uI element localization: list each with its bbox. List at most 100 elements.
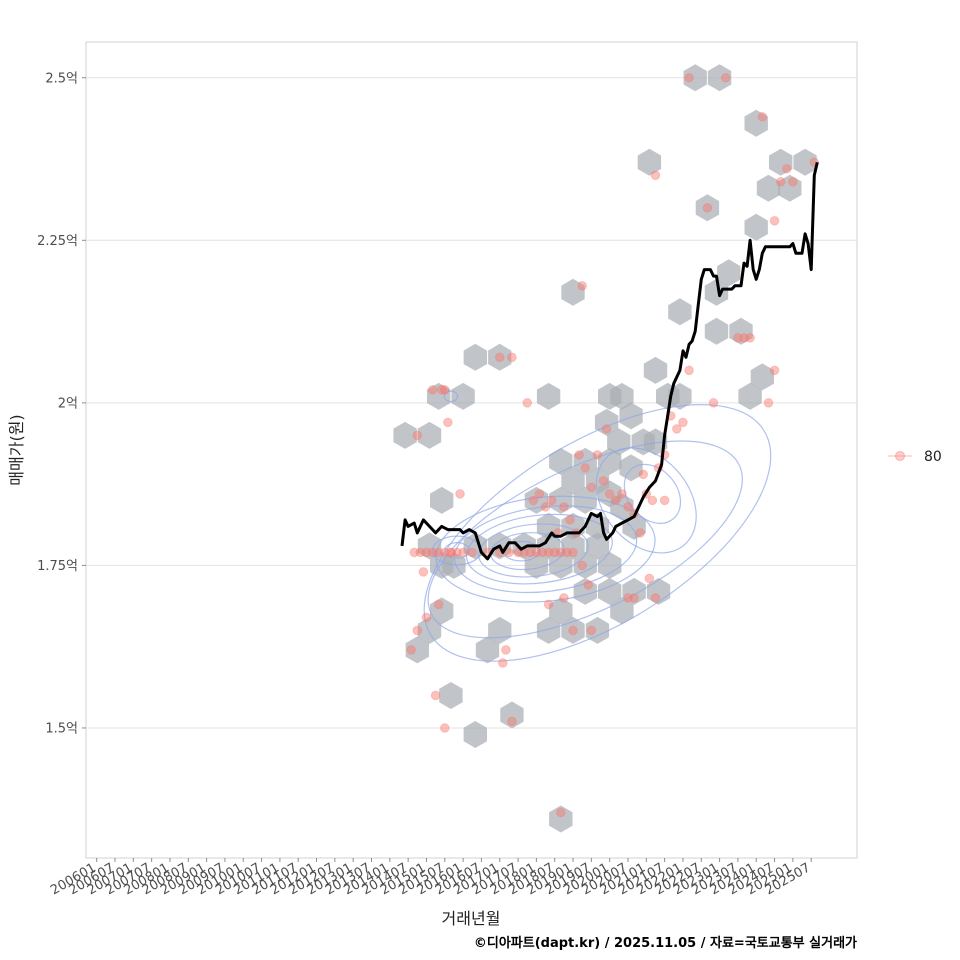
y-axis-ticks: 1.5억 1.75억 2억 2.25억 2.5억	[37, 71, 86, 736]
y-tick-label: 2.25억	[37, 234, 78, 249]
scatter-point	[433, 599, 444, 610]
y-tick-label: 2.5억	[45, 71, 78, 86]
hexbin-cell	[430, 486, 454, 514]
scatter-point	[497, 658, 508, 668]
density-contour	[444, 542, 470, 559]
y-tick-label: 1.75억	[37, 559, 78, 574]
scatter-point	[537, 547, 548, 558]
hexbin-cell	[561, 532, 585, 560]
scatter-point	[562, 547, 572, 558]
hexbin-cell	[619, 402, 643, 430]
legend: 80	[888, 449, 942, 465]
x-axis-ticks: 2006012006072007012007072008012008072009…	[48, 858, 813, 898]
density-contour	[623, 463, 682, 524]
density-contour	[427, 440, 743, 639]
hexbin-cell	[500, 701, 524, 729]
density-contour-layer	[423, 390, 772, 662]
scatter-point	[650, 170, 661, 181]
y-axis-title: 매매가(원)	[7, 414, 26, 485]
hexbin-cell	[717, 259, 741, 287]
scatter-point	[781, 163, 792, 174]
hexbin-cell	[610, 382, 634, 410]
scatter-point	[559, 502, 569, 512]
hexbin-cell	[463, 721, 487, 748]
density-contour	[435, 495, 656, 603]
hexbin-cell	[643, 356, 668, 384]
density-contour	[423, 404, 772, 662]
hexbin-cell	[549, 486, 573, 514]
hexbin-cell	[488, 343, 512, 371]
scatter-point	[421, 547, 432, 558]
hexbin-cell	[417, 421, 442, 449]
scatter-point	[430, 690, 441, 701]
scatter-point	[672, 424, 682, 434]
hexbin-cell	[637, 148, 662, 176]
hexbin-cell	[430, 597, 454, 625]
hexbin-cell	[536, 616, 561, 644]
scatter-point	[528, 495, 539, 506]
scatter-point	[415, 547, 426, 558]
scatter-point	[769, 365, 780, 376]
scatter-point	[604, 489, 615, 499]
scatter-point	[617, 489, 627, 499]
scatter-point	[598, 476, 609, 486]
scatter-point	[678, 417, 688, 428]
scatter-point	[775, 176, 786, 187]
hexbin-cell	[549, 805, 573, 833]
scatter-point	[720, 72, 731, 83]
hexbin-cell	[585, 467, 610, 495]
hexbin-cell	[573, 577, 597, 605]
hexbin-cell	[439, 682, 463, 709]
hexbin-cell	[585, 532, 610, 560]
hexbin-cell	[573, 486, 597, 514]
scatter-point	[601, 424, 612, 434]
scatter-point	[629, 593, 639, 603]
scatter-point	[540, 502, 551, 512]
scatter-point	[439, 385, 450, 395]
legend-label: 80	[924, 449, 942, 465]
hexbin-cell	[643, 428, 668, 456]
scatter-point	[638, 469, 649, 480]
y-tick-label: 1.5억	[45, 721, 78, 736]
scatter-point	[446, 547, 456, 558]
hexbin-cell	[549, 551, 573, 579]
hexbin-cell	[619, 454, 643, 482]
scatter-point	[763, 398, 774, 408]
y-tick-label: 2억	[58, 396, 78, 411]
scatter-point	[412, 625, 423, 636]
scatter-point	[623, 502, 633, 512]
scatter-point	[556, 807, 566, 818]
scatter-point	[421, 612, 432, 623]
hexbin-cell	[695, 194, 720, 222]
scatter-point	[586, 625, 597, 636]
x-axis-title: 거래년월	[442, 909, 501, 928]
scatter-point	[455, 489, 465, 499]
scatter-point	[788, 176, 798, 187]
hexbin-cell	[536, 382, 561, 410]
hexbin-cell	[393, 421, 417, 449]
hexbin-cell	[463, 343, 487, 371]
scatter-point	[418, 567, 429, 577]
scatter-point	[433, 547, 444, 558]
hexbin-cell	[756, 174, 781, 202]
hexbin-cell	[475, 636, 500, 664]
scatter-point	[504, 547, 514, 558]
scatter-point	[684, 365, 694, 376]
density-contour	[443, 390, 459, 403]
hexbin-cell	[707, 64, 732, 92]
trend-line	[400, 161, 819, 561]
scatter-point	[534, 489, 545, 499]
scatter-point	[501, 645, 511, 655]
hexbin-cell	[598, 577, 622, 605]
scatter-point	[623, 593, 633, 603]
scatter-point	[443, 417, 453, 428]
hexbin-cell	[683, 64, 707, 92]
scatter-point	[412, 430, 423, 441]
scatter-point	[574, 450, 584, 460]
scatter-point	[543, 547, 554, 558]
hexbin-cell	[549, 447, 573, 475]
scatter-point	[525, 547, 536, 558]
scatter-point	[580, 463, 591, 473]
hexbin-cell	[704, 278, 729, 306]
